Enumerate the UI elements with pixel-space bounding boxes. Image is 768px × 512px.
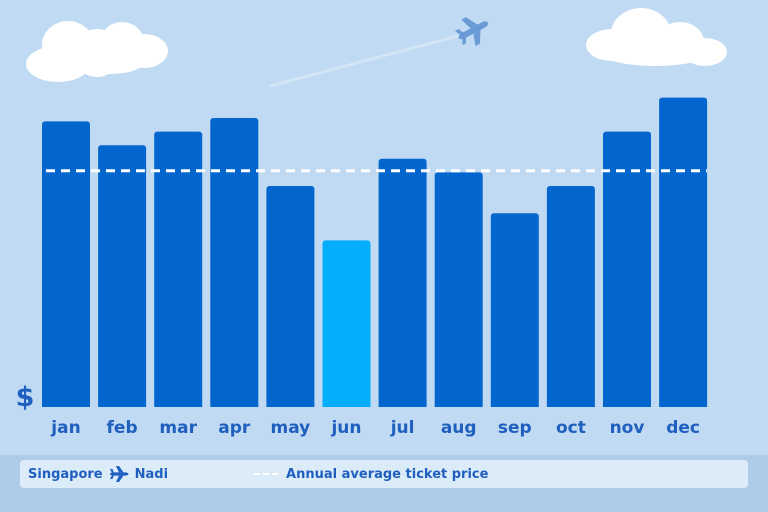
origin-label: Singapore — [28, 466, 103, 482]
legend: Singapore Nadi Annual average ticket pri… — [20, 460, 748, 488]
bar-jan — [42, 121, 90, 412]
x-tick-label: dec — [666, 418, 700, 438]
bar-nov — [603, 131, 651, 411]
average-line-swatch — [254, 473, 279, 475]
x-tick-label: sep — [498, 418, 532, 438]
x-tick-label: apr — [218, 418, 251, 438]
cloud-left — [26, 21, 168, 82]
x-axis-labels: jan feb mar apr may jun jul aug sep oct nov dec — [50, 418, 700, 438]
x-tick-label: jan — [50, 418, 80, 438]
bar-apr — [210, 118, 259, 411]
baseline-mask — [0, 407, 768, 413]
x-tick-label: feb — [107, 418, 138, 438]
contrail — [268, 34, 460, 88]
bar-jul — [378, 158, 427, 411]
x-tick-label: oct — [556, 418, 586, 438]
cloud-right — [586, 8, 727, 66]
y-axis-label: $ — [16, 382, 35, 413]
bar-jun — [322, 240, 371, 411]
destination-label: Nadi — [134, 466, 169, 482]
x-tick-label: may — [271, 418, 311, 438]
bar-may — [266, 186, 315, 411]
x-tick-label: mar — [159, 418, 197, 438]
x-tick-label: jul — [390, 418, 415, 438]
airplane-icon — [455, 17, 489, 47]
x-tick-label: aug — [441, 418, 477, 438]
airplane-icon — [109, 465, 129, 483]
average-legend-label: Annual average ticket price — [286, 466, 489, 482]
average-legend: Annual average ticket price — [254, 467, 488, 482]
bars-group — [0, 97, 768, 413]
bar-dec — [659, 97, 708, 411]
bar-chart: jan feb mar apr may jun jul aug sep oct nov dec $ — [0, 8, 768, 438]
bar-feb — [98, 145, 147, 411]
bar-sep — [490, 213, 539, 411]
bar-oct — [546, 186, 595, 411]
x-tick-label: nov — [610, 418, 645, 438]
bar-aug — [434, 172, 483, 411]
route-legend: Singapore Nadi — [28, 465, 168, 483]
x-tick-label: jun — [330, 418, 361, 438]
bar-mar — [154, 131, 203, 411]
